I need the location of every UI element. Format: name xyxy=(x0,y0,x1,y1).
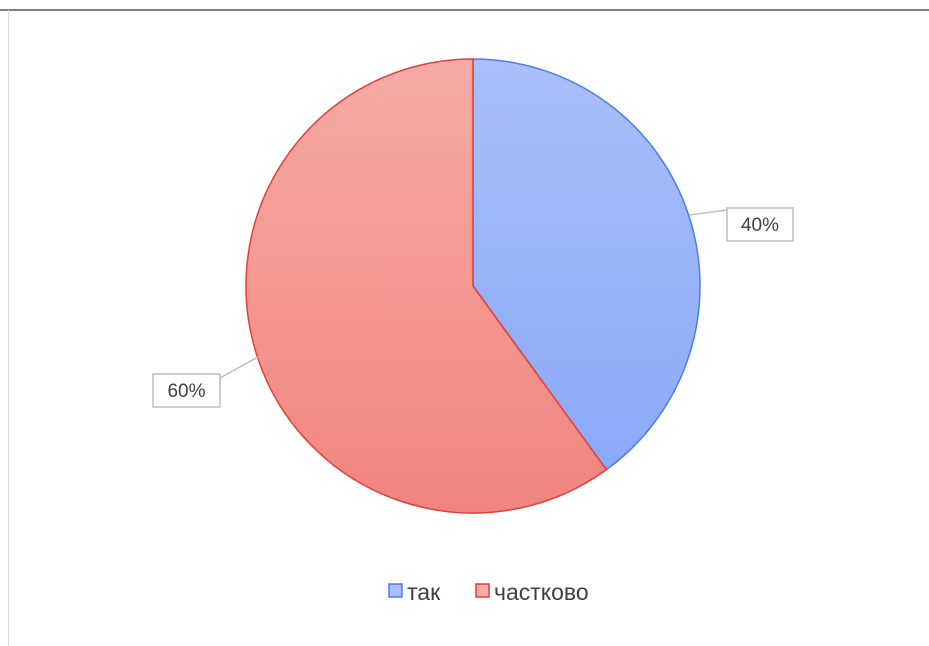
data-label-tak: 40% xyxy=(741,215,779,236)
leader-line-chastkovo xyxy=(219,356,259,394)
legend-swatch-chastkovo xyxy=(475,583,490,598)
legend-label-chastkovo: частково xyxy=(494,579,589,605)
data-label-box-chastkovo xyxy=(152,373,221,408)
legend-label-tak: так xyxy=(407,579,441,605)
pie-slice-chastkovo xyxy=(245,58,608,514)
legend-swatch-tak xyxy=(388,583,403,598)
legend: так частково xyxy=(388,579,589,605)
pie-slice-tak xyxy=(472,58,701,471)
leader-line-tak xyxy=(688,209,728,227)
data-label-chastkovo: 60% xyxy=(167,381,205,402)
data-label-box-tak xyxy=(726,207,794,242)
